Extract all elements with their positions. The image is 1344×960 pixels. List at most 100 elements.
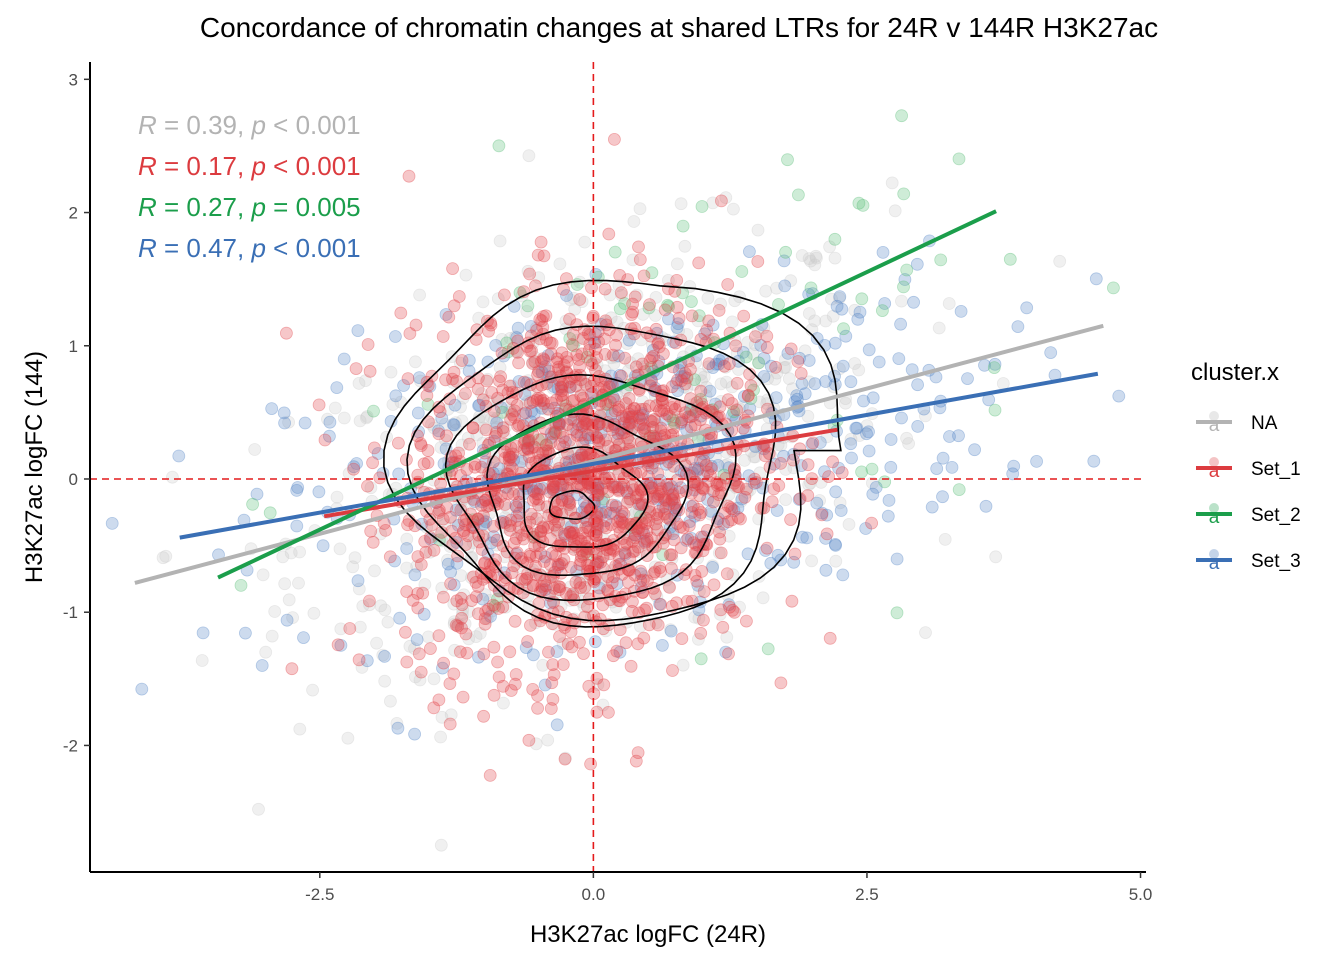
- data-point: [559, 751, 572, 765]
- data-point: [513, 445, 527, 459]
- data-point: [468, 495, 482, 508]
- data-point: [156, 551, 170, 565]
- data-point: [373, 471, 387, 485]
- data-point: [830, 299, 844, 313]
- data-point: [605, 498, 619, 512]
- data-point: [665, 480, 678, 493]
- data-point: [490, 411, 504, 425]
- data-point: [394, 306, 408, 320]
- data-point: [512, 506, 526, 520]
- data-point: [538, 574, 551, 588]
- data-point: [577, 548, 590, 562]
- data-point: [521, 441, 534, 455]
- data-point: [751, 223, 765, 237]
- data-point: [637, 631, 651, 645]
- data-point: [591, 488, 604, 502]
- data-point: [588, 479, 601, 493]
- data-point: [246, 497, 260, 511]
- data-point: [557, 358, 571, 372]
- data-point: [435, 710, 449, 724]
- data-point: [567, 291, 580, 305]
- data-point: [635, 523, 649, 537]
- data-point: [612, 400, 626, 414]
- data-point: [604, 518, 618, 531]
- data-point: [675, 411, 688, 425]
- data-point: [612, 483, 625, 496]
- data-point: [712, 357, 726, 371]
- data-point: [565, 640, 579, 654]
- data-point: [570, 425, 584, 439]
- data-point: [598, 580, 612, 593]
- data-point: [575, 295, 589, 309]
- data-point: [597, 380, 611, 394]
- data-point: [888, 204, 902, 218]
- data-point: [691, 551, 704, 565]
- data-point: [618, 351, 632, 365]
- data-point: [609, 500, 623, 514]
- data-point: [890, 552, 904, 566]
- data-point: [625, 308, 638, 322]
- data-point: [670, 257, 684, 271]
- data-point: [412, 647, 426, 661]
- data-point: [608, 245, 622, 259]
- data-point: [476, 495, 489, 509]
- data-point: [678, 366, 692, 380]
- data-point: [711, 458, 725, 472]
- data-point: [656, 396, 669, 410]
- data-point: [542, 645, 555, 659]
- data-point: [478, 612, 492, 625]
- data-point: [667, 421, 681, 435]
- data-point: [463, 375, 477, 389]
- data-point: [613, 302, 627, 316]
- data-point: [605, 401, 618, 415]
- data-point: [519, 398, 533, 412]
- data-point: [700, 323, 714, 337]
- data-point: [563, 525, 577, 539]
- data-point: [658, 412, 672, 426]
- data-point: [537, 521, 550, 535]
- data-point: [418, 578, 432, 591]
- data-point: [398, 625, 412, 639]
- data-point: [531, 446, 545, 460]
- data-point: [374, 599, 388, 613]
- data-point: [499, 600, 513, 614]
- data-point: [779, 462, 793, 476]
- data-point: [617, 516, 631, 530]
- data-point: [466, 421, 480, 435]
- data-point: [414, 437, 428, 450]
- data-point: [676, 658, 690, 672]
- data-point: [654, 485, 668, 499]
- data-point: [353, 414, 367, 428]
- data-point: [662, 300, 675, 314]
- data-point: [730, 376, 744, 390]
- data-point: [577, 647, 590, 660]
- data-point: [699, 458, 713, 472]
- data-point: [528, 350, 542, 364]
- data-point: [968, 443, 981, 457]
- data-point: [819, 375, 832, 388]
- data-point: [234, 579, 248, 592]
- data-point: [808, 314, 822, 328]
- data-point: [525, 344, 538, 358]
- data-point: [732, 480, 746, 494]
- data-point: [862, 343, 876, 357]
- data-point: [788, 547, 802, 561]
- data-point: [715, 194, 728, 208]
- data-point: [537, 393, 550, 407]
- data-point: [391, 721, 405, 735]
- data-point: [263, 506, 277, 520]
- data-point: [634, 567, 648, 581]
- data-point: [605, 407, 619, 421]
- data-point: [802, 375, 816, 389]
- data-point: [406, 593, 420, 607]
- data-point: [634, 333, 648, 347]
- data-point: [588, 336, 601, 350]
- data-point: [496, 405, 510, 419]
- data-point: [551, 382, 565, 396]
- data-point: [648, 422, 662, 436]
- data-point: [648, 413, 661, 427]
- data-point: [609, 499, 623, 513]
- data-point: [355, 661, 369, 674]
- data-point: [637, 269, 651, 283]
- data-point: [411, 601, 425, 615]
